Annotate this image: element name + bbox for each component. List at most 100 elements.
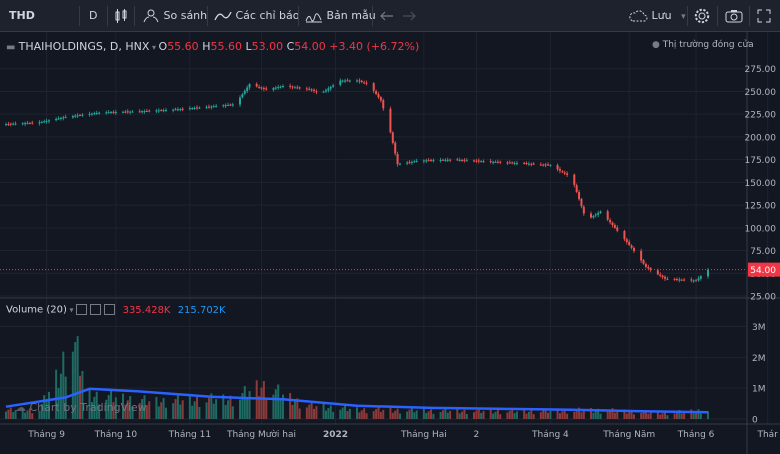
candle-body <box>79 114 82 116</box>
candle-body <box>692 280 695 282</box>
candle-body <box>289 85 292 87</box>
candle-body <box>105 112 108 114</box>
candle-body <box>506 162 509 164</box>
candle-body <box>547 164 550 166</box>
candle-body <box>162 110 165 112</box>
volume-bar <box>563 409 566 419</box>
candle-body <box>40 121 43 123</box>
volume-bar <box>606 411 609 419</box>
templates-button[interactable]: Bản mẫu <box>305 0 376 32</box>
candle-body <box>523 162 526 164</box>
volume-bar <box>14 410 17 419</box>
candle-body <box>513 162 516 164</box>
settings-icon[interactable] <box>90 304 102 315</box>
volume-bar <box>272 394 275 419</box>
settings-button[interactable] <box>694 0 710 32</box>
templates-label: Bản mẫu <box>326 9 376 22</box>
snapshot-button[interactable] <box>725 0 743 32</box>
candle-body <box>281 86 284 87</box>
candle-body <box>324 90 327 92</box>
candle-body <box>377 94 380 98</box>
volume-bar <box>594 410 597 419</box>
chart-style-button[interactable] <box>114 0 128 32</box>
candle-body <box>422 160 425 162</box>
candle-body <box>527 163 530 165</box>
candle-body <box>697 278 700 281</box>
undo-button[interactable] <box>380 0 394 32</box>
candle-body <box>680 279 683 281</box>
candle-body <box>544 164 547 166</box>
candle-body <box>482 161 485 163</box>
volume-bar <box>279 399 282 419</box>
volume-bar <box>415 410 418 419</box>
close-key: C <box>286 40 295 53</box>
redo-button[interactable] <box>402 0 416 32</box>
candle-body <box>155 110 158 112</box>
volume-bar <box>597 408 600 419</box>
volume-bar <box>377 407 380 419</box>
volume-bar <box>496 410 499 419</box>
candle-body <box>296 87 299 89</box>
close-icon[interactable] <box>104 304 116 315</box>
volume-bar <box>224 404 227 419</box>
candle-body <box>124 111 127 113</box>
candle-body <box>566 173 569 175</box>
chevron-down-icon[interactable]: ▾ <box>66 305 77 315</box>
eye-icon[interactable] <box>76 304 88 315</box>
candle-body <box>277 87 280 89</box>
volume-bar <box>289 393 292 419</box>
volume-bar <box>310 401 313 419</box>
volume-tick-label: 1M <box>752 385 766 395</box>
candle-body <box>382 100 385 109</box>
volume-bar <box>313 408 316 419</box>
symbol-title[interactable]: THAIHOLDINGS, D, HNX <box>18 40 150 53</box>
candle-body <box>315 91 318 93</box>
axes: 275.00250.00225.00200.00175.00150.00125.… <box>0 32 780 454</box>
save-button[interactable]: Lưu ▾ <box>628 0 686 32</box>
price-tick-label: 225.00 <box>745 111 777 121</box>
candle-body <box>298 87 301 89</box>
dot-icon: ● <box>652 40 663 50</box>
change-value: +3.40 (+6.72%) <box>329 40 420 53</box>
candle-body <box>496 161 499 163</box>
time-tick-label: Tháng Mười hai <box>226 429 296 440</box>
camera-icon <box>725 10 743 23</box>
candle-body <box>198 107 201 109</box>
compare-button[interactable]: So sánh <box>142 0 207 32</box>
candle-body <box>45 120 48 122</box>
price-chart[interactable]: 275.00250.00225.00200.00175.00150.00125.… <box>0 32 780 454</box>
interval-button[interactable]: D <box>89 9 98 22</box>
candles <box>5 78 709 283</box>
volume-bar <box>644 410 647 419</box>
volume-title[interactable]: Volume (20) <box>6 304 67 316</box>
candle-body <box>379 97 382 101</box>
candle-body <box>98 112 101 114</box>
volume-bar <box>145 405 148 419</box>
candle-body <box>394 142 397 154</box>
indicators-button[interactable]: Các chỉ báo <box>214 0 300 32</box>
volume-bar <box>494 411 497 419</box>
candle-body <box>415 160 418 162</box>
candle-body <box>21 123 24 125</box>
candle-body <box>628 241 631 245</box>
volume-bar <box>508 410 511 419</box>
symbol-search-button[interactable]: THD <box>9 9 35 22</box>
indicators-icon <box>214 11 232 21</box>
candle-body <box>148 110 151 112</box>
candle-body <box>499 161 502 163</box>
fullscreen-button[interactable] <box>757 0 771 32</box>
candle-body <box>623 230 626 240</box>
volume-bar <box>298 408 301 419</box>
cloud-icon <box>629 10 648 22</box>
volume-bar <box>55 369 58 419</box>
volume-bar <box>255 380 258 419</box>
volume-legend: Volume (20) ▾ 335.428K 215.702K <box>6 304 226 316</box>
chevron-down-icon[interactable]: ▾ <box>149 43 159 52</box>
time-tick-label: Tháng 11 <box>168 430 211 440</box>
candle-body <box>64 116 67 118</box>
candle-body <box>196 107 199 109</box>
volume-bar <box>239 399 241 419</box>
collapse-icon[interactable]: ▬ <box>6 42 19 53</box>
tradingview-watermark: ☁ Chart by TradingView <box>15 401 147 414</box>
candle-body <box>246 87 249 92</box>
